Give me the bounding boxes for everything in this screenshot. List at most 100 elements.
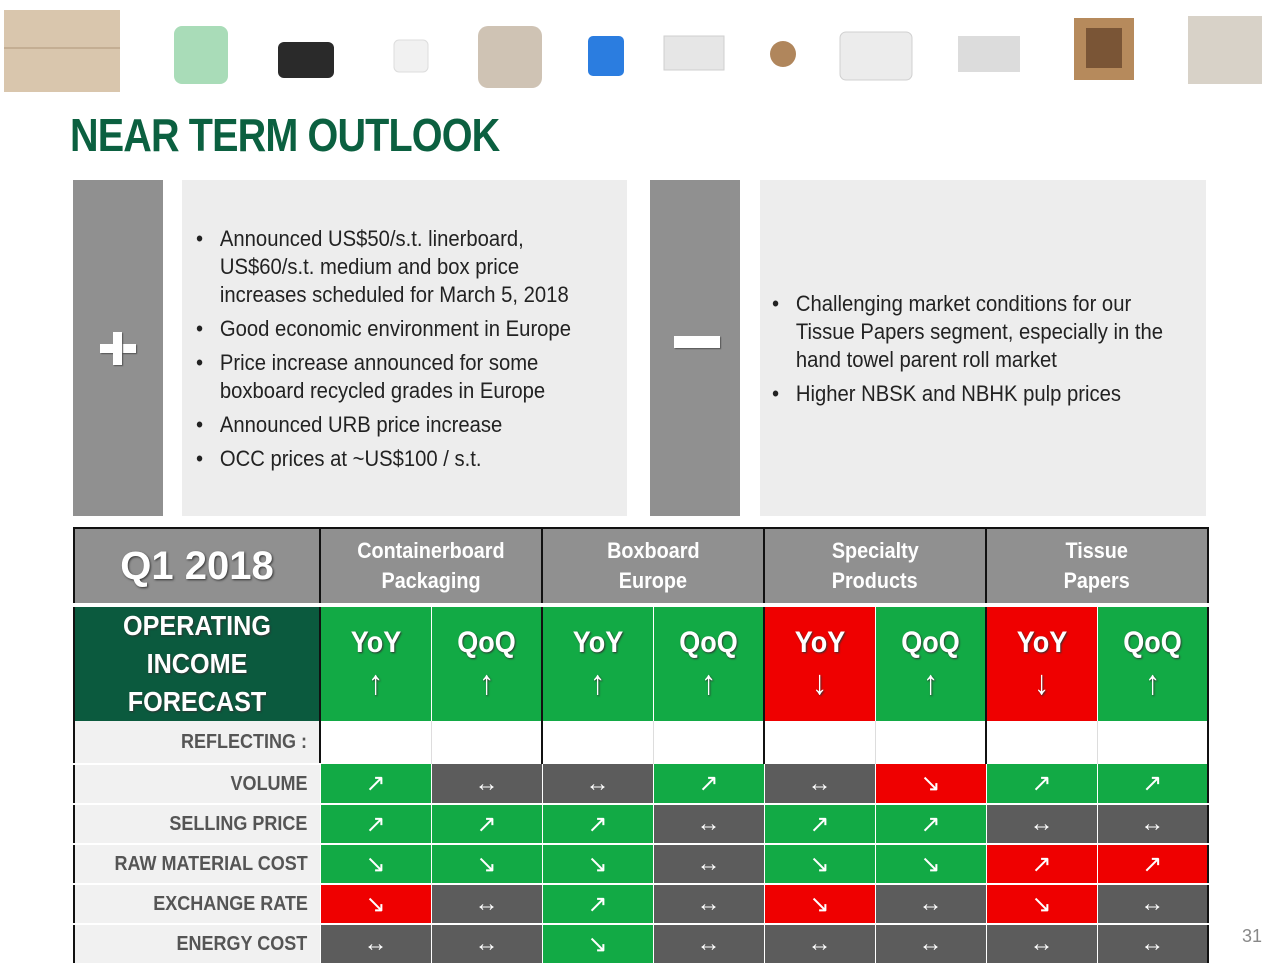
factor-label: SELLING PRICE [74, 804, 320, 845]
trend-arrow-icon: ↓ [1034, 664, 1050, 702]
negative-bullet-text: Higher NBSK and NBHK pulp prices [795, 381, 1122, 406]
factor-label: RAW MATERIAL COST [74, 844, 320, 885]
factor-trend-cell: ↔ [763, 924, 876, 965]
factor-label-text: RAW MATERIAL COST [114, 852, 308, 875]
trend-arrow-icon: ↔ [918, 890, 943, 917]
factor-trend-cell: ↘ [541, 924, 654, 965]
container-tray-image [663, 35, 725, 71]
forecast-cell: QoQ ↑ [430, 605, 543, 721]
trend-arrow-icon: ↗ [1142, 770, 1163, 797]
negative-bullet-list: • Challenging market conditions for our T… [772, 290, 1202, 414]
reflecting-label: REFLECTING : [73, 721, 320, 765]
egg-tray-image [1188, 16, 1262, 84]
trend-arrow-icon: ↔ [696, 930, 721, 957]
factor-trend-cell: ↘ [985, 884, 1098, 925]
forecast-row: OPERATING INCOME FORECAST YoY ↑ QoQ ↑ YoY ↑ Qo… [74, 605, 1209, 721]
bullet-dot: • [196, 350, 204, 375]
positive-bullet-text: Announced US$50/s.t. linerboard, US$60/s… [219, 226, 569, 307]
forecast-period-label: YoY [794, 626, 846, 659]
factor-trend-cell: ↗ [1096, 764, 1209, 805]
positive-bullet-list: • Announced US$50/s.t. linerboard, US$60/… [196, 225, 636, 479]
factor-trend-cell: ↘ [319, 884, 431, 925]
product-image-strip [0, 0, 1280, 110]
factor-trend-cell: ↗ [430, 804, 543, 845]
segment-name-line1: Tissue [1065, 538, 1129, 563]
trend-arrow-icon: ↔ [1140, 890, 1165, 917]
factor-label-text: VOLUME [230, 772, 308, 795]
blank-cell [319, 721, 431, 764]
factor-label-text: EXCHANGE RATE [152, 892, 308, 915]
positive-bullet-text: Price increase announced for some boxboa… [219, 350, 546, 403]
factor-trend-cell: ↔ [985, 804, 1098, 845]
trend-arrow-icon: ↗ [1031, 850, 1052, 878]
positive-bullet-text: OCC prices at ~US$100 / s.t. [219, 446, 482, 471]
positive-bullet: • OCC prices at ~US$100 / s.t. [196, 445, 601, 473]
segment-header: Specialty Products [763, 528, 987, 607]
segment-name-line2: Europe [618, 568, 688, 593]
trend-arrow-icon: ↑ [478, 664, 494, 702]
factor-label: EXCHANGE RATE [74, 884, 320, 925]
product-images [4, 10, 1262, 92]
forecast-period-label: QoQ [901, 626, 960, 659]
trend-arrow-icon: ↗ [476, 810, 497, 838]
positive-bullet-text: Announced URB price increase [219, 412, 503, 437]
factor-trend-cell: ↔ [541, 764, 654, 805]
trend-arrow-icon: ↗ [365, 810, 386, 838]
factor-trend-cell: ↔ [652, 804, 765, 845]
trend-arrow-icon: ↔ [918, 930, 943, 957]
forecast-period-label: YoY [1016, 626, 1068, 659]
factor-trend-cell: ↘ [874, 764, 987, 805]
trend-arrow-icon: ↔ [696, 890, 721, 917]
segment-name-line1: Specialty [831, 538, 919, 563]
factor-trend-cell: ↗ [763, 804, 876, 845]
trend-arrow-icon: ↔ [807, 769, 832, 797]
blank-cell [763, 721, 876, 764]
factor-trend-cell: ↔ [874, 924, 987, 965]
trend-arrow-icon: ↗ [698, 770, 719, 797]
trend-arrow-icon: ↗ [587, 810, 608, 838]
trend-arrow-icon: ↗ [809, 810, 830, 838]
factor-trend-cell: ↔ [430, 924, 543, 965]
factor-trend-cell: ↘ [541, 844, 654, 885]
factor-row: RAW MATERIAL COST ↘ ↘ ↘ ↔ ↘ ↘ ↗ ↗ [74, 844, 1209, 885]
segment-name-line1: Boxboard [606, 538, 700, 563]
factor-trend-cell: ↔ [763, 764, 876, 805]
factor-trend-cell: ↗ [319, 764, 431, 805]
segment-name-line2: Papers [1064, 568, 1131, 593]
positive-bullet: • Announced US$50/s.t. linerboard, US$60/… [196, 225, 601, 309]
trend-arrow-icon: ↘ [476, 850, 497, 878]
factor-trend-cell: ↗ [652, 764, 765, 805]
forecast-period-label: QoQ [457, 626, 516, 659]
minus-icon [674, 336, 720, 348]
trend-arrow-icon: ↔ [474, 890, 499, 917]
black-tray-image [278, 42, 334, 78]
blank-cell [1096, 721, 1209, 764]
forecast-cell: QoQ ↑ [652, 605, 765, 721]
trend-arrow-icon: ↔ [474, 930, 499, 957]
segment-header: Tissue Papers [985, 528, 1209, 607]
trend-arrow-icon: ↔ [1140, 930, 1165, 957]
trend-arrow-icon: ↔ [696, 850, 721, 877]
segment-name-line1: Containerboard [357, 538, 505, 563]
factor-label: VOLUME [74, 764, 320, 805]
trend-arrow-icon: ↘ [920, 850, 941, 878]
clear-tray-image [839, 31, 913, 81]
paper-roll-image [174, 26, 228, 84]
factor-trend-cell: ↗ [319, 804, 431, 845]
forecast-cell: QoQ ↑ [874, 605, 987, 721]
factor-trend-cell: ↔ [652, 884, 765, 925]
positive-bullet: • Price increase announced for some boxbo… [196, 349, 601, 405]
segment-header: Containerboard Packaging [318, 528, 543, 607]
trend-arrow-icon: ↗ [1142, 850, 1163, 878]
positive-sign-panel [73, 180, 163, 516]
forecast-label-line1: OPERATING INCOME [123, 610, 271, 679]
forecast-cell: QoQ ↑ [1096, 605, 1209, 721]
trend-arrow-icon: ↑ [368, 664, 384, 702]
segment-name-line2: Products [832, 568, 918, 593]
bullet-dot: • [772, 291, 780, 316]
negative-bullet: • Higher NBSK and NBHK pulp prices [772, 380, 1168, 408]
factor-trend-cell: ↔ [1096, 804, 1209, 845]
tissue-box-image [958, 36, 1020, 72]
trend-arrow-icon: ↑ [1144, 664, 1160, 702]
factor-trend-cell: ↘ [430, 844, 543, 885]
